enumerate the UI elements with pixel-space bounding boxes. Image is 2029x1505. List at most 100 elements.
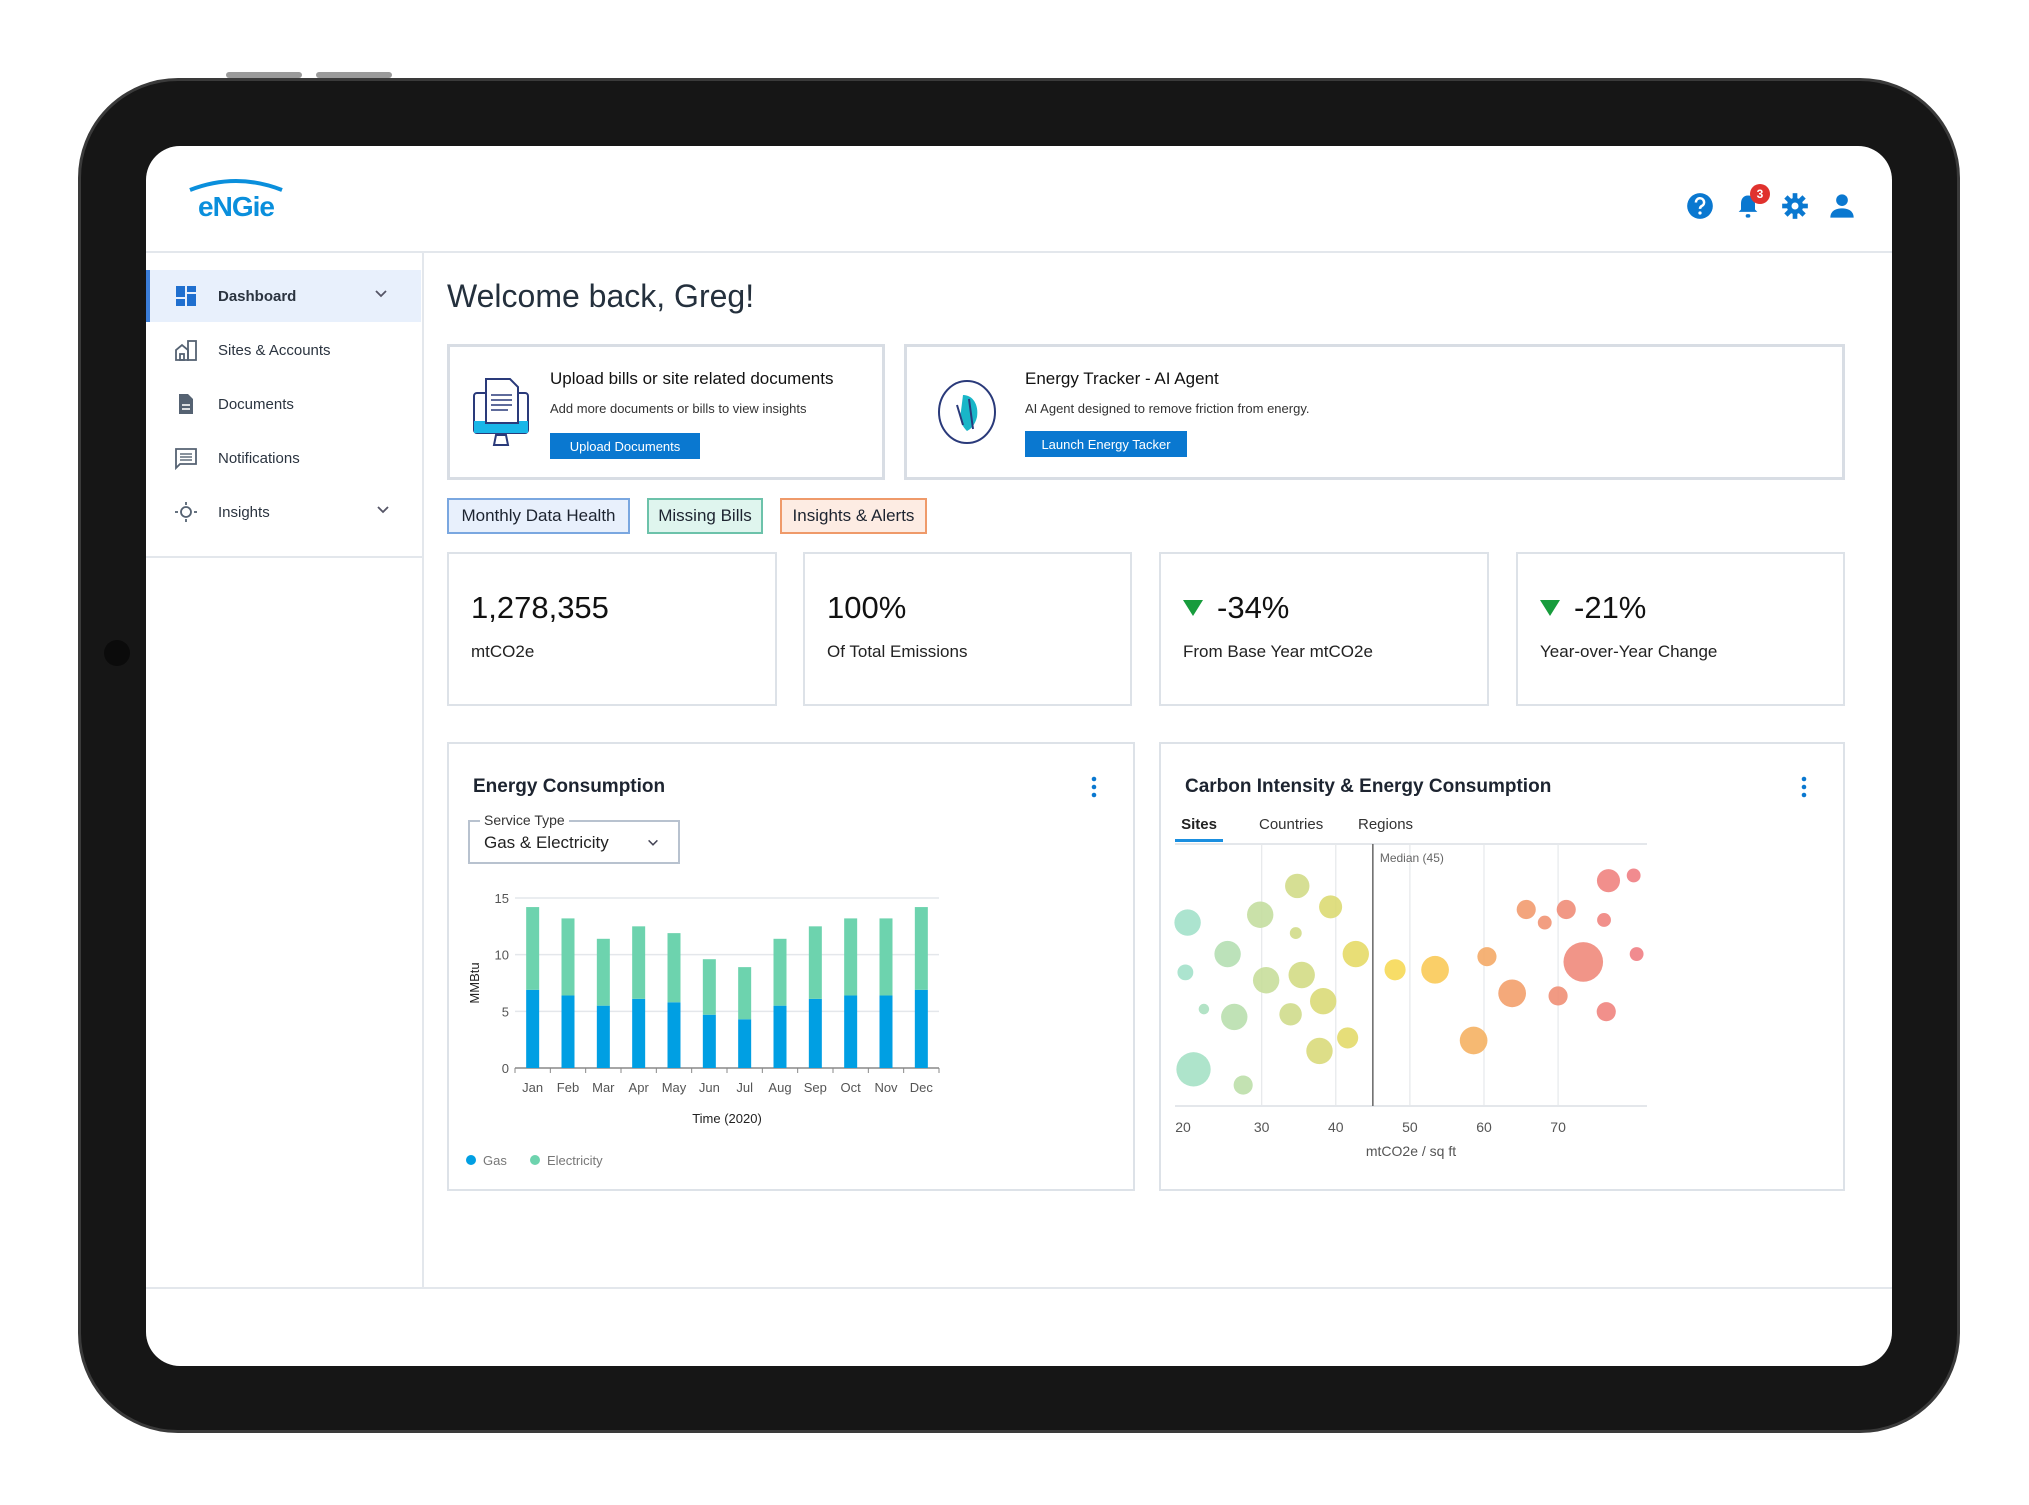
- bubble-point: [1174, 909, 1201, 936]
- bubble-point: [1289, 927, 1302, 940]
- bubble-point: [1563, 942, 1604, 982]
- chevron-down-icon[interactable]: [375, 502, 391, 518]
- select-label: Service Type: [480, 812, 569, 828]
- tab-missing-bills[interactable]: Missing Bills: [647, 498, 763, 534]
- x-tick-label: Sep: [804, 1080, 827, 1095]
- kpi-label: From Base Year mtCO2e: [1183, 642, 1373, 661]
- page-title: Welcome back, Greg!: [447, 278, 755, 314]
- x-tick-label: Jul: [736, 1080, 753, 1095]
- bubble-point: [1288, 961, 1315, 989]
- gear-icon[interactable]: [1781, 192, 1809, 220]
- bubble-point: [1285, 873, 1310, 899]
- kpi-label: mtCO2e: [471, 642, 535, 661]
- sidebar-divider: [422, 252, 424, 1287]
- bar-gas-jul: [738, 1019, 752, 1068]
- more-options-icon[interactable]: [1089, 776, 1099, 798]
- bubble-point: [1337, 1027, 1359, 1049]
- bar-electricity-feb: [561, 918, 575, 996]
- bubble-point: [1548, 986, 1568, 1006]
- x-tick-label: 50: [1402, 1119, 1418, 1135]
- ai-agent-card-title: Energy Tracker - AI Agent: [1025, 369, 1219, 388]
- bar-gas-jun: [702, 1014, 716, 1068]
- sidebar-item-label: Sites & Accounts: [218, 341, 331, 359]
- bubble-point: [1498, 979, 1527, 1008]
- bubble-point: [1279, 1003, 1302, 1026]
- tab-countries[interactable]: Countries: [1259, 816, 1324, 833]
- y-axis-label: MMBtu: [467, 962, 482, 1003]
- upload-card-title: Upload bills or site related documents: [550, 369, 834, 388]
- bubble-point: [1596, 1002, 1616, 1022]
- bubble-point: [1247, 901, 1274, 928]
- sidebar-item-insights[interactable]: Insights: [148, 486, 423, 538]
- ai-agent-icon: [938, 380, 996, 444]
- kpi-value: 100%: [827, 590, 907, 625]
- chevron-down-icon: [648, 839, 658, 846]
- bar-gas-may: [667, 1002, 681, 1068]
- ai-agent-card: Energy Tracker - AI Agent AI Agent desig…: [904, 344, 1845, 480]
- select-value: Gas & Electricity: [484, 833, 609, 852]
- message-icon: [175, 448, 197, 470]
- y-tick-label: 0: [502, 1061, 509, 1076]
- tab-insights-alerts[interactable]: Insights & Alerts: [780, 498, 927, 534]
- energy-consumption-panel: Energy Consumption Service Type Gas & El…: [447, 742, 1135, 1191]
- bar-electricity-may: [667, 933, 681, 1003]
- bubble-point: [1342, 940, 1369, 968]
- sidebar-item-label: Dashboard: [218, 287, 297, 305]
- bubble-point: [1306, 1037, 1333, 1065]
- median-label: Median (45): [1380, 851, 1444, 865]
- bubble-point: [1516, 899, 1536, 920]
- tab-monthly-data-health[interactable]: Monthly Data Health: [447, 498, 630, 534]
- kpi-value: 1,278,355: [471, 590, 609, 625]
- energy-bar-chart: 0 5 10 15 Jan Feb Mar Apr May Jun Jul Aug Sep Oct Nov D…: [466, 891, 940, 1168]
- y-tick-label: 10: [495, 948, 509, 963]
- sidebar-item-documents[interactable]: Documents: [148, 378, 423, 430]
- bar-gas-sep: [808, 998, 822, 1068]
- sidebar-item-dashboard[interactable]: Dashboard: [146, 270, 421, 322]
- bar-electricity-mar: [596, 938, 610, 1006]
- bubble-point: [1252, 967, 1280, 994]
- bar-gas-oct: [844, 995, 858, 1068]
- bubble-point: [1384, 959, 1406, 981]
- x-tick-label: May: [662, 1080, 687, 1095]
- chevron-down-icon[interactable]: [373, 286, 389, 302]
- carbon-intensity-panel: Carbon Intensity & Energy Consumption Si…: [1159, 742, 1845, 1191]
- computer-document-icon: [473, 378, 529, 446]
- sidebar-item-sites-accounts[interactable]: Sites & Accounts: [148, 324, 423, 376]
- upload-card: Upload bills or site related documents A…: [447, 344, 885, 480]
- bubble-point: [1596, 869, 1621, 893]
- kpi-label: Of Total Emissions: [827, 642, 968, 661]
- building-icon: [175, 340, 197, 361]
- x-tick-label: 60: [1476, 1119, 1492, 1135]
- x-tick-label: 70: [1550, 1119, 1566, 1135]
- bar-electricity-jun: [702, 959, 716, 1015]
- kpi-label: Year-over-Year Change: [1540, 642, 1718, 661]
- more-options-icon[interactable]: [1799, 776, 1809, 798]
- x-tick-label: 40: [1328, 1119, 1344, 1135]
- x-axis-label: mtCO2e / sq ft: [1366, 1143, 1456, 1159]
- service-type-select[interactable]: Service Type Gas & Electricity: [468, 812, 680, 864]
- sidebar-item-label: Insights: [218, 503, 270, 521]
- help-icon[interactable]: [1686, 192, 1714, 220]
- launch-energy-tracker-button[interactable]: Launch Energy Tacker: [1025, 431, 1187, 457]
- bar-electricity-oct: [844, 918, 858, 996]
- y-tick-label: 5: [502, 1004, 509, 1019]
- bubble-point: [1597, 913, 1611, 927]
- carbon-bubble-chart: 20 30 40 50 60 70 Median (45) mtCO2e / sq ft: [1174, 843, 1647, 1159]
- x-tick-label: 30: [1254, 1119, 1270, 1135]
- user-icon[interactable]: [1828, 192, 1856, 220]
- x-tick-label: Mar: [592, 1080, 615, 1095]
- bubble-point: [1319, 895, 1343, 919]
- x-tick-label: Feb: [557, 1080, 579, 1095]
- tab-regions[interactable]: Regions: [1358, 816, 1414, 833]
- x-axis-label: Time (2020): [692, 1111, 762, 1126]
- upload-documents-button[interactable]: Upload Documents: [550, 433, 700, 459]
- sidebar-item-notifications[interactable]: Notifications: [148, 432, 423, 484]
- bubble-point: [1629, 947, 1644, 961]
- bubble-point: [1176, 1052, 1211, 1087]
- x-tick-label: Dec: [910, 1080, 934, 1095]
- x-tick-label: 20: [1175, 1119, 1191, 1135]
- tab-sites[interactable]: Sites: [1175, 816, 1223, 842]
- bar-electricity-aug: [773, 938, 787, 1006]
- tablet-volume-button: [316, 72, 392, 78]
- engie-logo: eNGie: [189, 179, 283, 222]
